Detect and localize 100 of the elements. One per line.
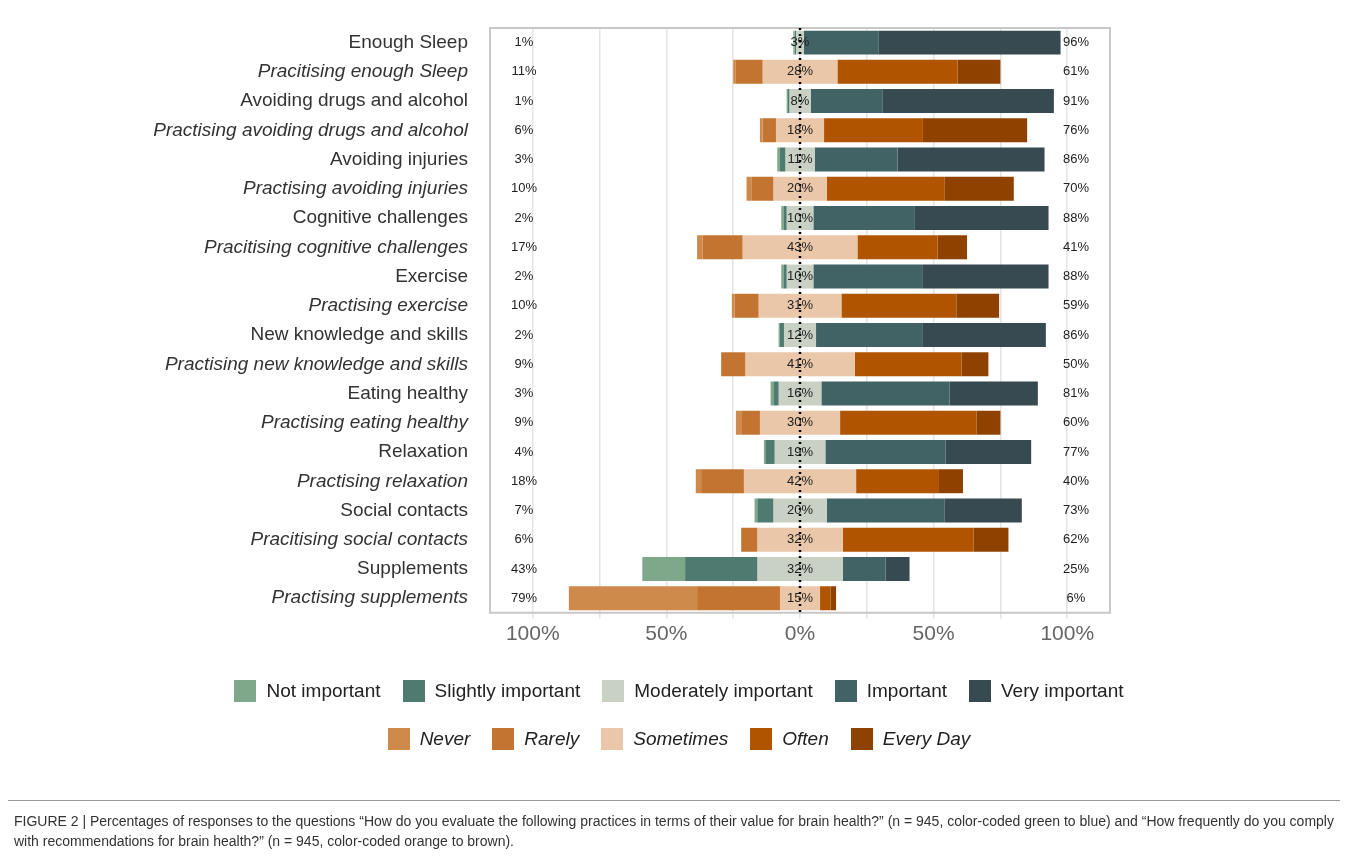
y-tick-label: Pracitising cognitive challenges (203, 235, 469, 257)
y-tick-label: Practising new knowledge and skills (164, 352, 469, 374)
bar (695, 469, 702, 494)
annotation: 9% (514, 355, 534, 371)
bar (826, 498, 945, 523)
legend-label: Not important (266, 680, 381, 702)
bar (837, 59, 958, 84)
bar (741, 527, 758, 552)
annotation: 88% (1062, 268, 1090, 284)
data-label: 20% (786, 502, 814, 518)
y-tick-label: New knowledge and skills (250, 323, 468, 345)
annotation: 43% (510, 560, 538, 576)
bar (945, 439, 1032, 464)
data-label: 11% (787, 151, 813, 167)
annotation: 2% (514, 326, 534, 342)
annotation: 10% (510, 297, 538, 313)
annotation: 6% (1066, 589, 1086, 605)
bar (735, 410, 742, 435)
bar (842, 556, 886, 581)
bar (814, 147, 898, 172)
bar (824, 118, 923, 143)
bar (857, 235, 938, 260)
y-tick-label: Practising relaxation (296, 469, 468, 491)
bar (757, 556, 843, 581)
data-label: 42% (786, 472, 814, 488)
bar (841, 293, 957, 318)
bar (938, 469, 964, 494)
annotation: 25% (1062, 560, 1090, 576)
annotation: 79% (510, 589, 538, 605)
annotation: 11% (511, 63, 537, 79)
bar (701, 469, 744, 494)
y-tick-label: Supplements (357, 557, 468, 579)
data-label: 10% (786, 209, 814, 225)
x-tick-label: 100% (1040, 621, 1095, 645)
bar (976, 410, 1001, 435)
annotation: 60% (1062, 414, 1090, 430)
annotation: 77% (1062, 443, 1090, 459)
y-tick-label: Practising eating healthy (260, 411, 470, 433)
annotation: 86% (1062, 326, 1090, 342)
annotation: 81% (1062, 385, 1090, 401)
annotation: 86% (1062, 151, 1090, 167)
bar (856, 469, 939, 494)
annotation: 10% (510, 180, 538, 196)
legend-label: Moderately important (634, 680, 813, 702)
bar (731, 293, 735, 318)
bar (885, 556, 910, 581)
bar (842, 527, 974, 552)
annotation: 17% (510, 238, 538, 254)
y-tick-label: Social contacts (340, 498, 468, 520)
data-label: 16% (786, 385, 814, 401)
annotation: 18% (510, 472, 538, 488)
x-tick-label: 50% (912, 621, 955, 645)
bar (840, 410, 977, 435)
legend-label: Important (866, 680, 947, 702)
bar (830, 586, 837, 611)
bar (757, 498, 774, 523)
annotation: 40% (1062, 472, 1090, 488)
annotation: 1% (514, 34, 534, 50)
y-tick-label: Enough Sleep (348, 30, 468, 52)
bar (759, 410, 841, 435)
annotation: 76% (1062, 121, 1090, 137)
annotation: 96% (1062, 34, 1090, 50)
annotation: 88% (1062, 209, 1090, 225)
annotation: 4% (514, 443, 534, 459)
bar (825, 439, 946, 464)
legend-label: Never (419, 728, 471, 750)
y-tick-label: Avoiding drugs and alcohol (240, 89, 468, 111)
bar (897, 147, 1045, 172)
bar (922, 118, 1028, 143)
bar (779, 147, 786, 172)
bar (746, 176, 752, 201)
bar (721, 352, 746, 377)
bar (777, 147, 780, 172)
bar (922, 323, 1046, 348)
data-label: 41% (786, 355, 814, 371)
y-tick-label: Cognitive challenges (292, 206, 468, 228)
bar (697, 586, 780, 611)
annotation: 6% (514, 121, 534, 137)
bar (762, 118, 776, 143)
x-tick-label: 50% (645, 621, 688, 645)
annotation: 59% (1062, 297, 1090, 313)
bar (751, 176, 774, 201)
bar (734, 293, 759, 318)
annotation: 9% (514, 414, 534, 430)
y-tick-label: Practising exercise (308, 294, 468, 316)
y-tick-label: Practising avoiding drugs and alcohol (153, 118, 469, 140)
data-label: 43% (786, 238, 814, 254)
bar (813, 206, 915, 231)
bar (810, 89, 883, 114)
y-tick-label: Pracitising social contacts (250, 527, 469, 549)
legend-label: Every Day (882, 728, 971, 750)
bar (816, 323, 923, 348)
legend-label: Slightly important (434, 680, 581, 702)
annotation: 1% (514, 92, 534, 108)
data-label: 20% (786, 180, 814, 196)
bar (779, 323, 784, 348)
bar (813, 264, 923, 289)
x-tick-label: 0% (784, 621, 816, 645)
bar (961, 352, 989, 377)
bar (957, 59, 1001, 84)
